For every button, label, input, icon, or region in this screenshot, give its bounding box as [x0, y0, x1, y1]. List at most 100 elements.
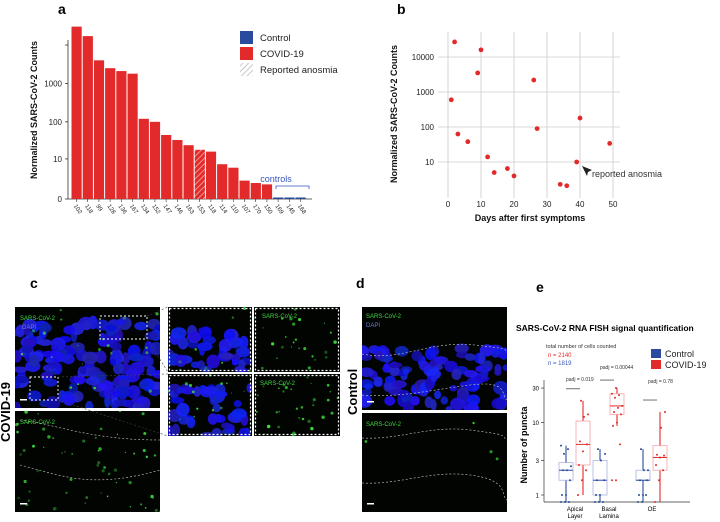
panel-a-bar-chart: 0 10 100 1000 Normalized SARS-CoV-2 Counts 10… — [29, 26, 338, 216]
nucleus — [115, 318, 127, 326]
nucleus — [178, 415, 186, 425]
bar-134 — [138, 118, 149, 199]
data-point — [645, 494, 647, 496]
rna-signal — [153, 454, 157, 457]
legend-label: COVID-19 — [665, 360, 707, 370]
data-point — [654, 501, 656, 504]
x-tick-label: 169 — [273, 204, 284, 216]
scale-bar — [20, 399, 27, 401]
x-axis-label: Days after first symptoms — [475, 213, 586, 223]
nucleus — [459, 381, 472, 388]
rna-signal — [82, 439, 86, 443]
rna-signal — [295, 407, 299, 410]
bar-99 — [93, 60, 105, 199]
rna-signal — [107, 472, 111, 476]
data-point — [642, 494, 644, 496]
anosmia-annotation: reported anosmia — [592, 169, 662, 179]
nucleus — [445, 406, 453, 410]
nucleus — [190, 361, 201, 369]
data-point — [557, 181, 563, 187]
y-tick-label: 3 — [536, 459, 540, 465]
data-point — [615, 479, 617, 482]
rna-signal — [194, 348, 198, 351]
data-point — [640, 448, 642, 451]
nucleus — [62, 394, 76, 406]
rna-signal — [298, 347, 300, 350]
rna-signal — [133, 452, 136, 455]
legend-label: Control — [665, 349, 694, 359]
rna-signal — [42, 331, 46, 335]
nucleus — [411, 350, 423, 362]
nucleus — [15, 401, 21, 408]
nucleus — [219, 352, 234, 360]
legend-swatch-covid-19 — [651, 360, 661, 369]
nucleus — [168, 349, 174, 357]
nucleus — [106, 324, 117, 332]
y-tick-label: 1 — [536, 494, 540, 500]
rna-signal — [292, 322, 296, 326]
nucleus — [449, 384, 458, 392]
panel-d-microscopy: SARS-CoV-2 DAPI SARS-CoV-2 Control — [345, 307, 507, 512]
rna-signal — [31, 329, 36, 333]
rna-signal — [85, 496, 89, 500]
data-point — [656, 453, 658, 456]
rna-signal — [257, 394, 259, 397]
rna-signal — [71, 452, 74, 455]
bar-153 — [194, 149, 205, 199]
data-point — [600, 459, 602, 462]
box-covid-19 — [575, 420, 591, 466]
rna-signal — [196, 407, 199, 410]
panel-c-microscopy: SARS-CoV-2 DAPI SARS-CoV-2 SARS-CoV-2 SARS-C… — [0, 306, 340, 512]
data-point — [505, 166, 510, 171]
rna-signal — [110, 351, 113, 355]
rna-signal — [81, 363, 83, 365]
nucleus — [176, 402, 190, 417]
rna-signal — [306, 376, 309, 379]
data-point — [599, 494, 601, 496]
nucleus — [15, 381, 21, 389]
rna-signal — [37, 412, 40, 415]
rna-signal — [329, 331, 332, 334]
rna-signal — [32, 444, 35, 448]
data-point — [586, 443, 588, 446]
rna-signal — [84, 502, 87, 504]
nucleus — [387, 362, 403, 369]
rna-signal — [69, 386, 73, 389]
bar-110 — [228, 167, 239, 199]
x-tick-label: 134 — [139, 204, 150, 216]
data-point — [595, 494, 597, 496]
nucleus — [451, 369, 462, 380]
data-point — [594, 501, 596, 504]
rna-signal — [16, 430, 19, 434]
data-point — [448, 97, 454, 103]
nucleus — [410, 396, 420, 406]
rna-signal — [303, 347, 307, 351]
bar-170 — [250, 183, 261, 199]
x-tick-label: 152 — [150, 204, 161, 216]
image-content — [362, 343, 507, 410]
rna-signal — [191, 390, 195, 394]
data-point — [565, 494, 567, 496]
x-tick-label: 168 — [296, 204, 307, 216]
data-point — [564, 501, 566, 504]
y-tick-label: 100 — [49, 118, 63, 127]
data-point — [621, 404, 623, 407]
x-tick-label: 20 — [510, 200, 519, 209]
rna-signal — [106, 344, 110, 348]
nucleus — [494, 369, 502, 376]
nucleus — [237, 347, 251, 358]
rna-signal — [98, 447, 102, 451]
x-tick-label: 30 — [543, 200, 552, 209]
legend-swatch-control — [651, 349, 661, 358]
rna-signal — [148, 389, 152, 393]
rna-signal — [311, 355, 314, 358]
nucleus — [238, 359, 246, 370]
y-tick-label: 10000 — [412, 53, 435, 62]
rna-signal — [60, 318, 63, 321]
rna-signal — [333, 340, 337, 344]
x-tick-label: 136 — [117, 204, 128, 216]
x-tick-label: 167 — [128, 204, 139, 216]
rna-signal — [282, 383, 286, 387]
bar-152 — [149, 121, 161, 199]
cells-counted-note: total number of cells counted — [546, 344, 616, 350]
